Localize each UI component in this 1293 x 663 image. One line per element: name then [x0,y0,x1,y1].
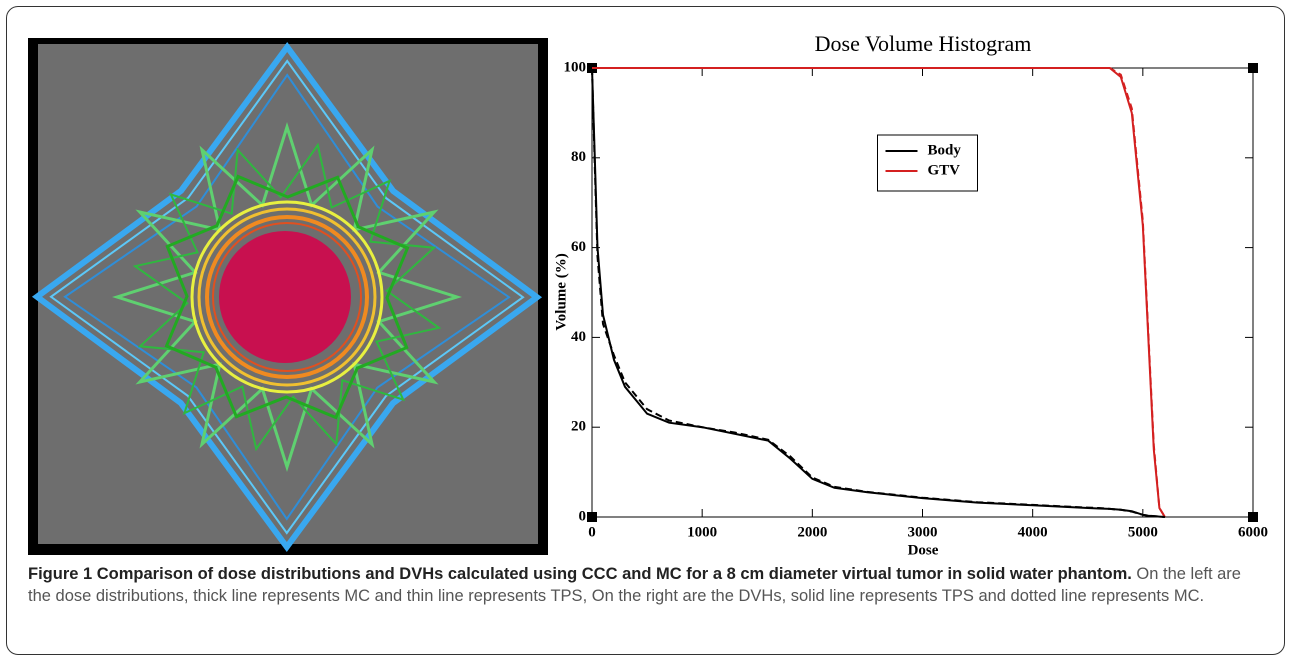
x-tick-label: 6000 [1238,524,1268,540]
isodose-line [49,59,525,535]
figure-frame [6,6,1285,655]
x-tick-label: 3000 [908,524,938,540]
series-line [592,67,1166,518]
legend-label: Body [928,142,962,158]
legend-box [877,134,978,192]
tumor [219,231,351,363]
y-tick-label: 0 [579,508,587,524]
x-tick-label: 0 [588,524,596,540]
chart-title: Dose Volume Histogram [815,31,1032,56]
x-tick-label: 2000 [797,524,827,540]
caption-text: On the left are the dose distributions, … [28,565,1241,605]
x-tick-label: 5000 [1128,524,1158,540]
legend-label: GTV [928,162,961,178]
dose-distribution-image [28,38,548,555]
y-tick-label: 60 [571,239,586,255]
isodose-line [112,122,462,472]
isodose-line [132,142,442,452]
x-tick-label: 1000 [687,524,717,540]
isodose-line [205,215,369,379]
isodose-line [190,200,384,394]
caption-label: Figure 1 Comparison of dose distribution… [28,565,1132,583]
x-axis-label: Dose [908,542,939,558]
y-axis-label: Volume (%) [553,253,569,330]
x-tick-label: 4000 [1018,524,1048,540]
isodose-line [63,73,511,521]
caption: Figure 1 Comparison of dose distribution… [28,563,1258,607]
series-line [591,67,1165,518]
y-tick-label: 20 [571,419,586,435]
isodose-line [212,222,362,372]
y-tick-label: 100 [564,59,587,75]
legend: Body GTV [877,134,978,192]
isodose-line [31,41,543,553]
y-tick-label: 40 [571,329,586,345]
isodose-line [197,207,377,387]
y-tick-label: 80 [571,149,586,165]
isodose-line [164,174,410,420]
